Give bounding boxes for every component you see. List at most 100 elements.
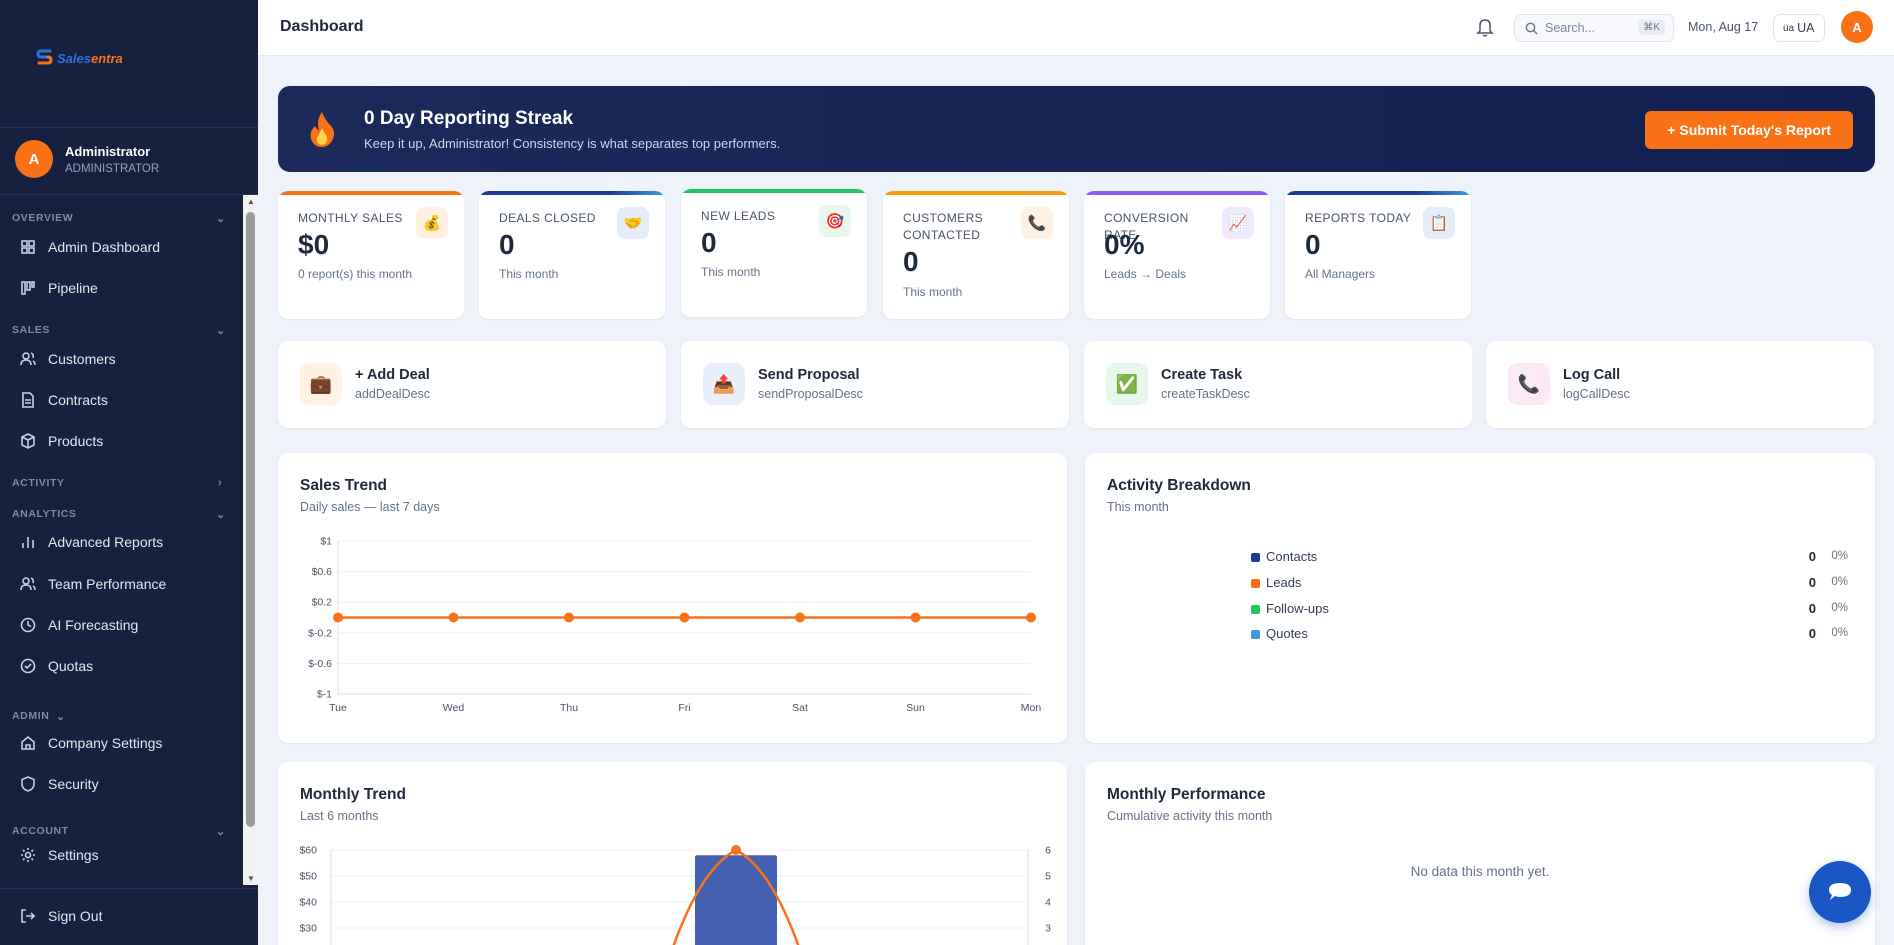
chat-bubble-icon	[1829, 883, 1851, 900]
data-point	[564, 612, 574, 623]
stat-sub: 0 report(s) this month	[298, 267, 413, 281]
card-title: Activity Breakdown	[1107, 477, 1251, 494]
search-icon	[1525, 22, 1538, 34]
sidebar-item-team-performance[interactable]: Team Performance	[20, 576, 166, 592]
data-point	[679, 612, 690, 623]
search-input[interactable]: Search... ⌘K	[1514, 14, 1674, 42]
y-tick-label: $-0.2	[308, 627, 332, 639]
target-icon: 🎯	[819, 205, 851, 237]
submit-report-button[interactable]: + Submit Today's Report	[1645, 111, 1853, 149]
box-icon	[21, 433, 35, 449]
stat-value: 0	[1305, 229, 1321, 260]
card-title: Monthly Trend	[300, 786, 406, 803]
quick-action-title: + Add Deal	[355, 367, 430, 383]
card-accent	[479, 191, 665, 195]
gear-icon	[21, 848, 35, 862]
sidebar-item-security[interactable]: Security	[20, 776, 99, 792]
legend-swatch	[1251, 605, 1260, 614]
stat-value: 0	[701, 227, 717, 258]
chevron-down-icon: ⌄	[216, 825, 226, 838]
logout-icon	[21, 909, 36, 923]
x-tick-label: Tue	[329, 702, 347, 714]
app-logo[interactable]: Sales entra	[36, 48, 123, 68]
outbox-icon: 📤	[703, 363, 745, 405]
users-icon	[20, 577, 36, 591]
sidebar-item-ai-forecasting[interactable]: AI Forecasting	[20, 617, 138, 633]
card-accent	[1084, 191, 1270, 195]
bell-icon[interactable]	[1476, 17, 1494, 37]
search-shortcut: ⌘K	[1638, 20, 1665, 35]
sidebar: Sales entra A Administrator ADMINISTRATOR…	[0, 0, 258, 945]
y-tick-label: $-0.6	[308, 658, 332, 670]
legend-swatch	[1251, 553, 1260, 562]
sales-trend-card: Sales Trend Daily sales — last 7 days $1…	[278, 453, 1067, 743]
card-accent	[1285, 191, 1471, 195]
sidebar-item-advanced-reports[interactable]: Advanced Reports	[20, 534, 163, 550]
user-profile[interactable]: A Administrator ADMINISTRATOR	[15, 140, 159, 178]
section-account[interactable]: ACCOUNT ⌄	[12, 825, 226, 838]
chevron-down-icon: ⌄	[56, 710, 66, 723]
y2-tick-label: 5	[1045, 871, 1051, 883]
stat-label: CONVERSION RATE	[1104, 211, 1189, 242]
section-analytics[interactable]: ANALYTICS ⌄	[12, 508, 226, 521]
scroll-down-arrow[interactable]: ▼	[247, 874, 255, 883]
section-sales[interactable]: SALES ⌄	[12, 324, 226, 337]
data-point	[1026, 612, 1036, 623]
x-tick-label: Thu	[560, 702, 578, 714]
card-subtitle: Cumulative activity this month	[1107, 809, 1273, 823]
quick-action-title: Send Proposal	[758, 367, 860, 383]
sidebar-nav: OVERVIEW ⌄ Admin Dashboard Pipeline SALES…	[0, 195, 242, 885]
stat-sub: All Managers	[1305, 267, 1376, 281]
phone-icon: 📞	[1508, 363, 1550, 405]
flag-icon: ua	[1783, 22, 1795, 34]
quick-action-add-deal[interactable]: 💼 + Add Deal addDealDesc	[278, 341, 666, 428]
card-accent	[681, 189, 867, 193]
sidebar-item-settings[interactable]: Settings	[20, 847, 99, 863]
scroll-thumb[interactable]	[246, 212, 255, 827]
quick-action-desc: logCallDesc	[1563, 387, 1630, 401]
x-tick-label: Sun	[906, 702, 925, 714]
divider	[0, 888, 258, 889]
chevron-down-icon: ⌄	[216, 212, 226, 225]
fire-icon	[310, 112, 335, 147]
sidebar-item-admin-dashboard[interactable]: Admin Dashboard	[20, 239, 160, 255]
shield-icon	[21, 776, 35, 792]
data-point	[333, 612, 343, 623]
sidebar-item-contracts[interactable]: Contracts	[20, 392, 108, 408]
sidebar-item-products[interactable]: Products	[20, 433, 103, 449]
chat-button[interactable]	[1809, 861, 1871, 923]
stat-sub: This month	[499, 267, 559, 281]
stat-sub: This month	[903, 285, 963, 299]
user-avatar-menu[interactable]: A	[1841, 11, 1873, 43]
sidebar-scrollbar[interactable]: ▲ ▼	[243, 195, 258, 885]
stat-label: CUSTOMERS CONTACTED	[903, 211, 984, 242]
sidebar-item-company-settings[interactable]: Company Settings	[20, 735, 162, 751]
data-point	[731, 845, 741, 855]
quick-action-desc: addDealDesc	[355, 387, 431, 401]
section-activity[interactable]: ACTIVITY ›	[12, 477, 223, 489]
logo-icon	[36, 49, 53, 65]
card-subtitle: Last 6 months	[300, 809, 379, 823]
sign-out-button[interactable]: Sign Out	[20, 908, 102, 924]
quick-action-title: Log Call	[1563, 367, 1621, 383]
sidebar-item-pipeline[interactable]: Pipeline	[20, 280, 98, 296]
y-tick-label: $-1	[317, 689, 332, 701]
quick-action-log-call[interactable]: 📞 Log Call logCallDesc	[1486, 341, 1874, 428]
card-title: Sales Trend	[300, 477, 388, 494]
sidebar-item-customers[interactable]: Customers	[20, 351, 116, 367]
x-tick-label: Fri	[678, 702, 690, 714]
language-selector[interactable]: ua UA	[1773, 14, 1825, 42]
section-admin[interactable]: ADMIN ⌄	[12, 710, 66, 723]
quick-action-create-task[interactable]: ✅ Create Task createTaskDesc	[1084, 341, 1472, 428]
avatar: A	[15, 140, 53, 178]
monthly-bar	[695, 855, 777, 945]
quick-action-send-proposal[interactable]: 📤 Send Proposal sendProposalDesc	[681, 341, 1069, 428]
section-overview[interactable]: OVERVIEW ⌄	[12, 212, 226, 225]
sidebar-item-quotas[interactable]: Quotas	[20, 658, 93, 674]
scroll-up-arrow[interactable]: ▲	[247, 197, 255, 206]
top-bar: Dashboard Search... ⌘K Mon, Aug 17 ua UA …	[258, 0, 1894, 56]
legend-row-leads: Leads 0 0%	[1251, 575, 1848, 593]
data-point	[910, 612, 921, 623]
quick-action-desc: createTaskDesc	[1161, 387, 1250, 401]
